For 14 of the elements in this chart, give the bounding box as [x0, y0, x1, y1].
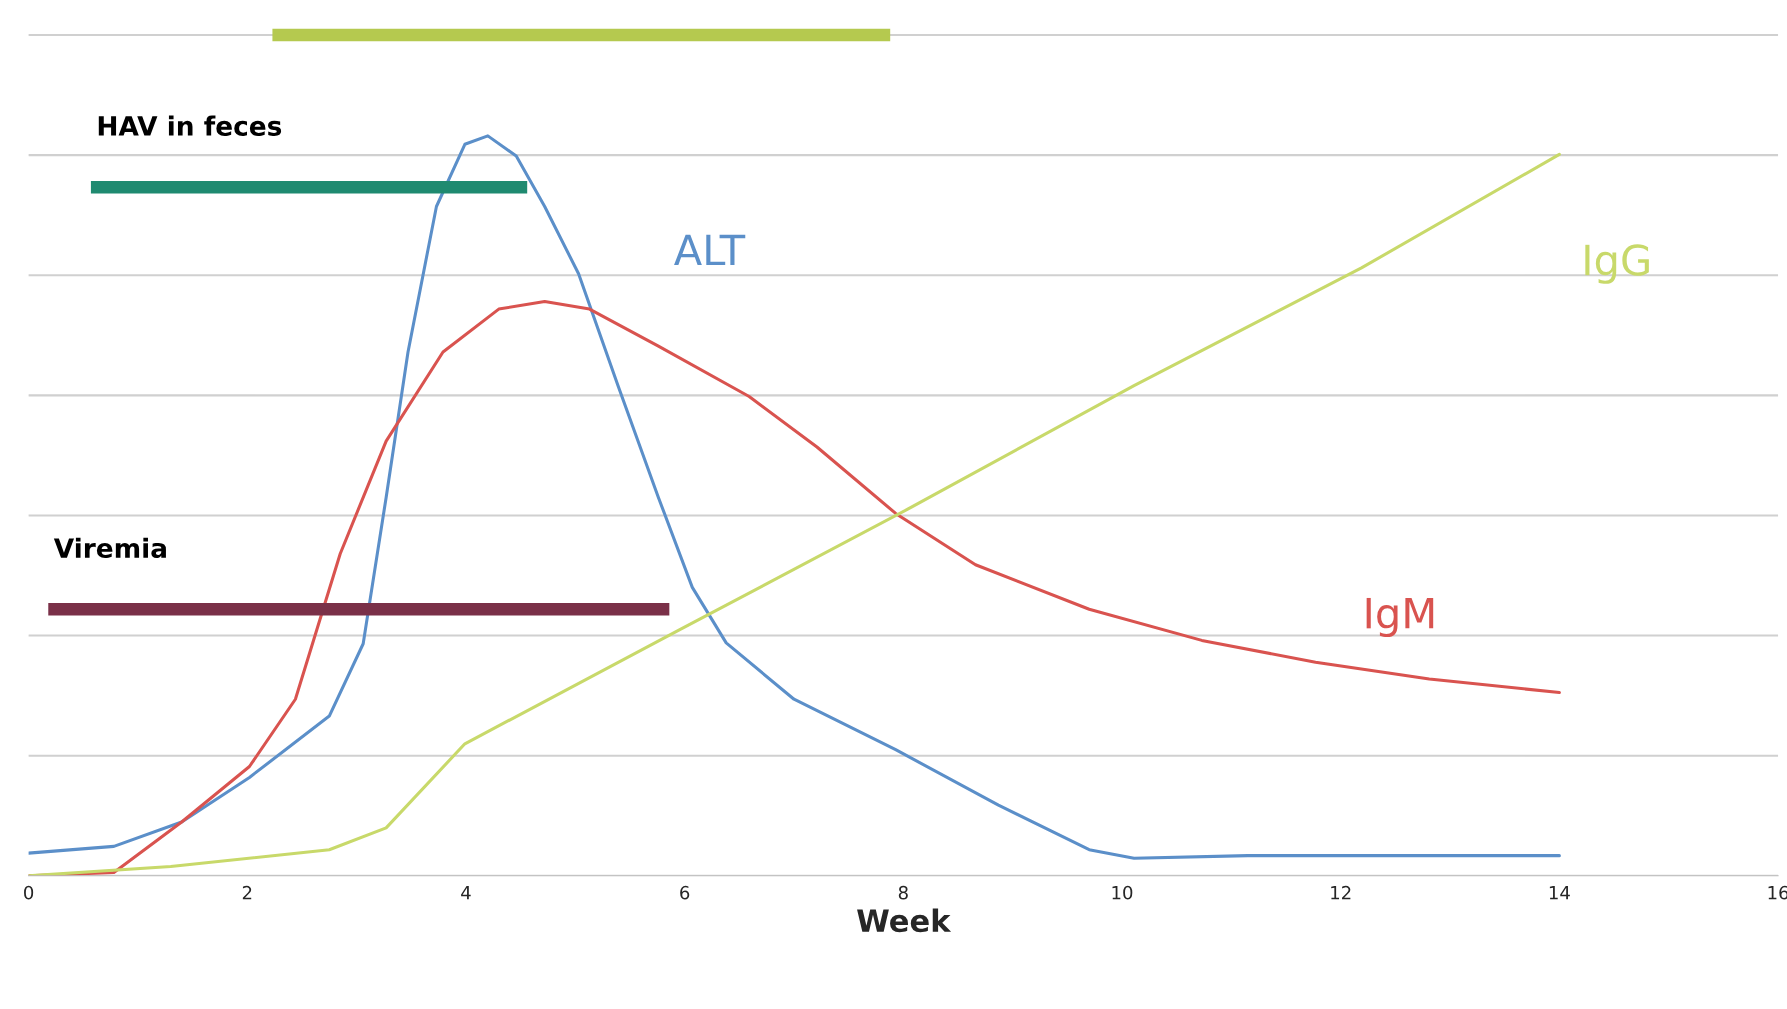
x-tick-label: 14 — [1549, 886, 1570, 900]
text: ALT — [674, 234, 746, 266]
x-tick-label: 6 — [680, 885, 690, 900]
x-tick-label: 10 — [1112, 885, 1133, 900]
x-tick-label: 4 — [461, 886, 471, 900]
series-label: Viremia — [53, 537, 166, 559]
series-label: HAV in feces — [98, 115, 282, 136]
series-label: IgM — [1366, 597, 1434, 637]
x-tick-label: 12 — [1331, 885, 1351, 900]
x-tick-label: 0 — [24, 885, 34, 900]
x-tick-label: 8 — [898, 885, 908, 900]
x-tick-label: 2 — [242, 885, 252, 900]
x-axis-title: Week — [857, 908, 952, 933]
text: IgG — [1585, 244, 1649, 284]
